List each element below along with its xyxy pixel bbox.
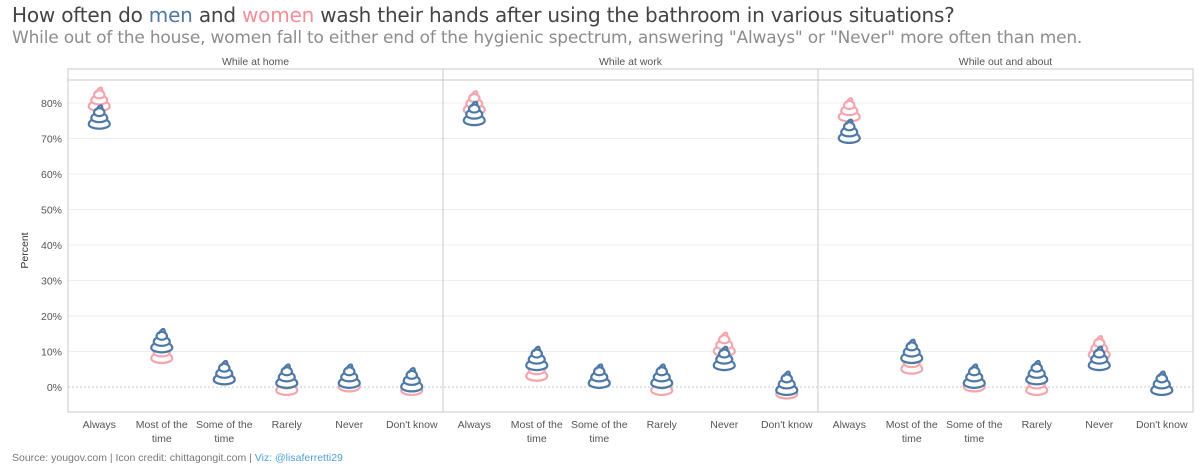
footer-separator: |	[246, 452, 255, 464]
data-point-men	[712, 345, 736, 372]
x-tick-label: Rarely	[272, 419, 303, 431]
data-point-women	[712, 331, 736, 357]
y-tick-label: 10%	[41, 347, 62, 359]
data-point-men	[1087, 345, 1111, 372]
chart-subtitle: While out of the house, women fall to ei…	[12, 28, 1083, 48]
panel-title: While out and about	[959, 56, 1052, 68]
y-tick-label: 50%	[41, 205, 62, 217]
data-point-men	[900, 338, 924, 365]
x-tick-label: Some of the	[196, 419, 253, 431]
data-point-men	[650, 363, 674, 389]
x-tick-label: time	[589, 433, 609, 445]
plot-frame	[67, 68, 1194, 413]
title-women: women	[242, 3, 315, 27]
x-tick-label: time	[902, 433, 922, 445]
footer-viz-credit[interactable]: Viz: @lisaferretti29	[254, 452, 343, 464]
data-point-men	[462, 100, 486, 127]
title-and: and	[192, 3, 243, 27]
data-point-men	[775, 370, 799, 397]
x-tick-label: time	[152, 433, 172, 445]
x-tick-label: Always	[83, 419, 116, 431]
y-tick-label: 70%	[41, 134, 62, 146]
x-tick-label: Most of the	[886, 419, 938, 431]
x-tick-label: Never	[710, 419, 739, 431]
data-point-men	[337, 363, 361, 389]
panel-title: While at home	[222, 56, 289, 68]
title-prefix: How often do	[12, 3, 149, 27]
chart-title: How often do men and women wash their ha…	[12, 3, 955, 27]
x-tick-label: Rarely	[1022, 419, 1053, 431]
data-point-men	[212, 359, 236, 386]
data-point-men	[1150, 370, 1174, 397]
data-point-men	[837, 118, 861, 144]
x-tick-label: Don't know	[1136, 419, 1188, 431]
x-tick-label: Most of the	[511, 419, 563, 431]
x-tick-label: time	[214, 433, 234, 445]
title-men: men	[148, 3, 193, 27]
data-point-men	[87, 104, 111, 130]
data-point-men	[962, 363, 986, 389]
footer: Source: yougov.com | Icon credit: chitta…	[12, 452, 343, 464]
y-tick-label: 30%	[41, 276, 62, 288]
y-tick-label: 80%	[41, 98, 62, 110]
data-point-men	[275, 363, 299, 389]
y-tick-label: 20%	[41, 311, 62, 323]
data-point-men	[150, 327, 174, 354]
x-tick-label: Some of the	[946, 419, 1003, 431]
y-axis-label: Percent	[19, 232, 31, 268]
x-tick-label: Never	[1085, 419, 1114, 431]
x-tick-label: Never	[335, 419, 364, 431]
data-point-men	[587, 363, 611, 389]
x-tick-label: Always	[833, 419, 866, 431]
footer-separator: |	[106, 452, 116, 464]
data-point-women	[837, 97, 861, 123]
chart: 0% 10% 20% 30% 40% 50% 60% 70% 80% Percent While a…	[19, 56, 1194, 445]
x-tick-label: Some of the	[571, 419, 628, 431]
x-tick-label: time	[527, 433, 547, 445]
y-tick-label: 60%	[41, 169, 62, 181]
x-tick-label: time	[964, 433, 984, 445]
data-point-men	[1025, 359, 1049, 386]
x-tick-label: Don't know	[386, 419, 438, 431]
y-tick-label: 40%	[41, 240, 62, 252]
x-tick-label: Most of the	[136, 419, 188, 431]
panel-title: While at work	[599, 56, 663, 68]
x-tick-label: Rarely	[647, 419, 678, 431]
footer-icon-credit: Icon credit: chittagongit.com	[115, 452, 247, 464]
x-tick-label: Don't know	[761, 419, 813, 431]
y-tick-label: 0%	[47, 382, 62, 394]
title-suffix: wash their hands after using the bathroo…	[314, 3, 955, 27]
data-point-men	[525, 345, 549, 372]
x-tick-label: Always	[458, 419, 491, 431]
data-point-men	[400, 367, 424, 393]
footer-source: Source: yougov.com	[12, 452, 107, 464]
